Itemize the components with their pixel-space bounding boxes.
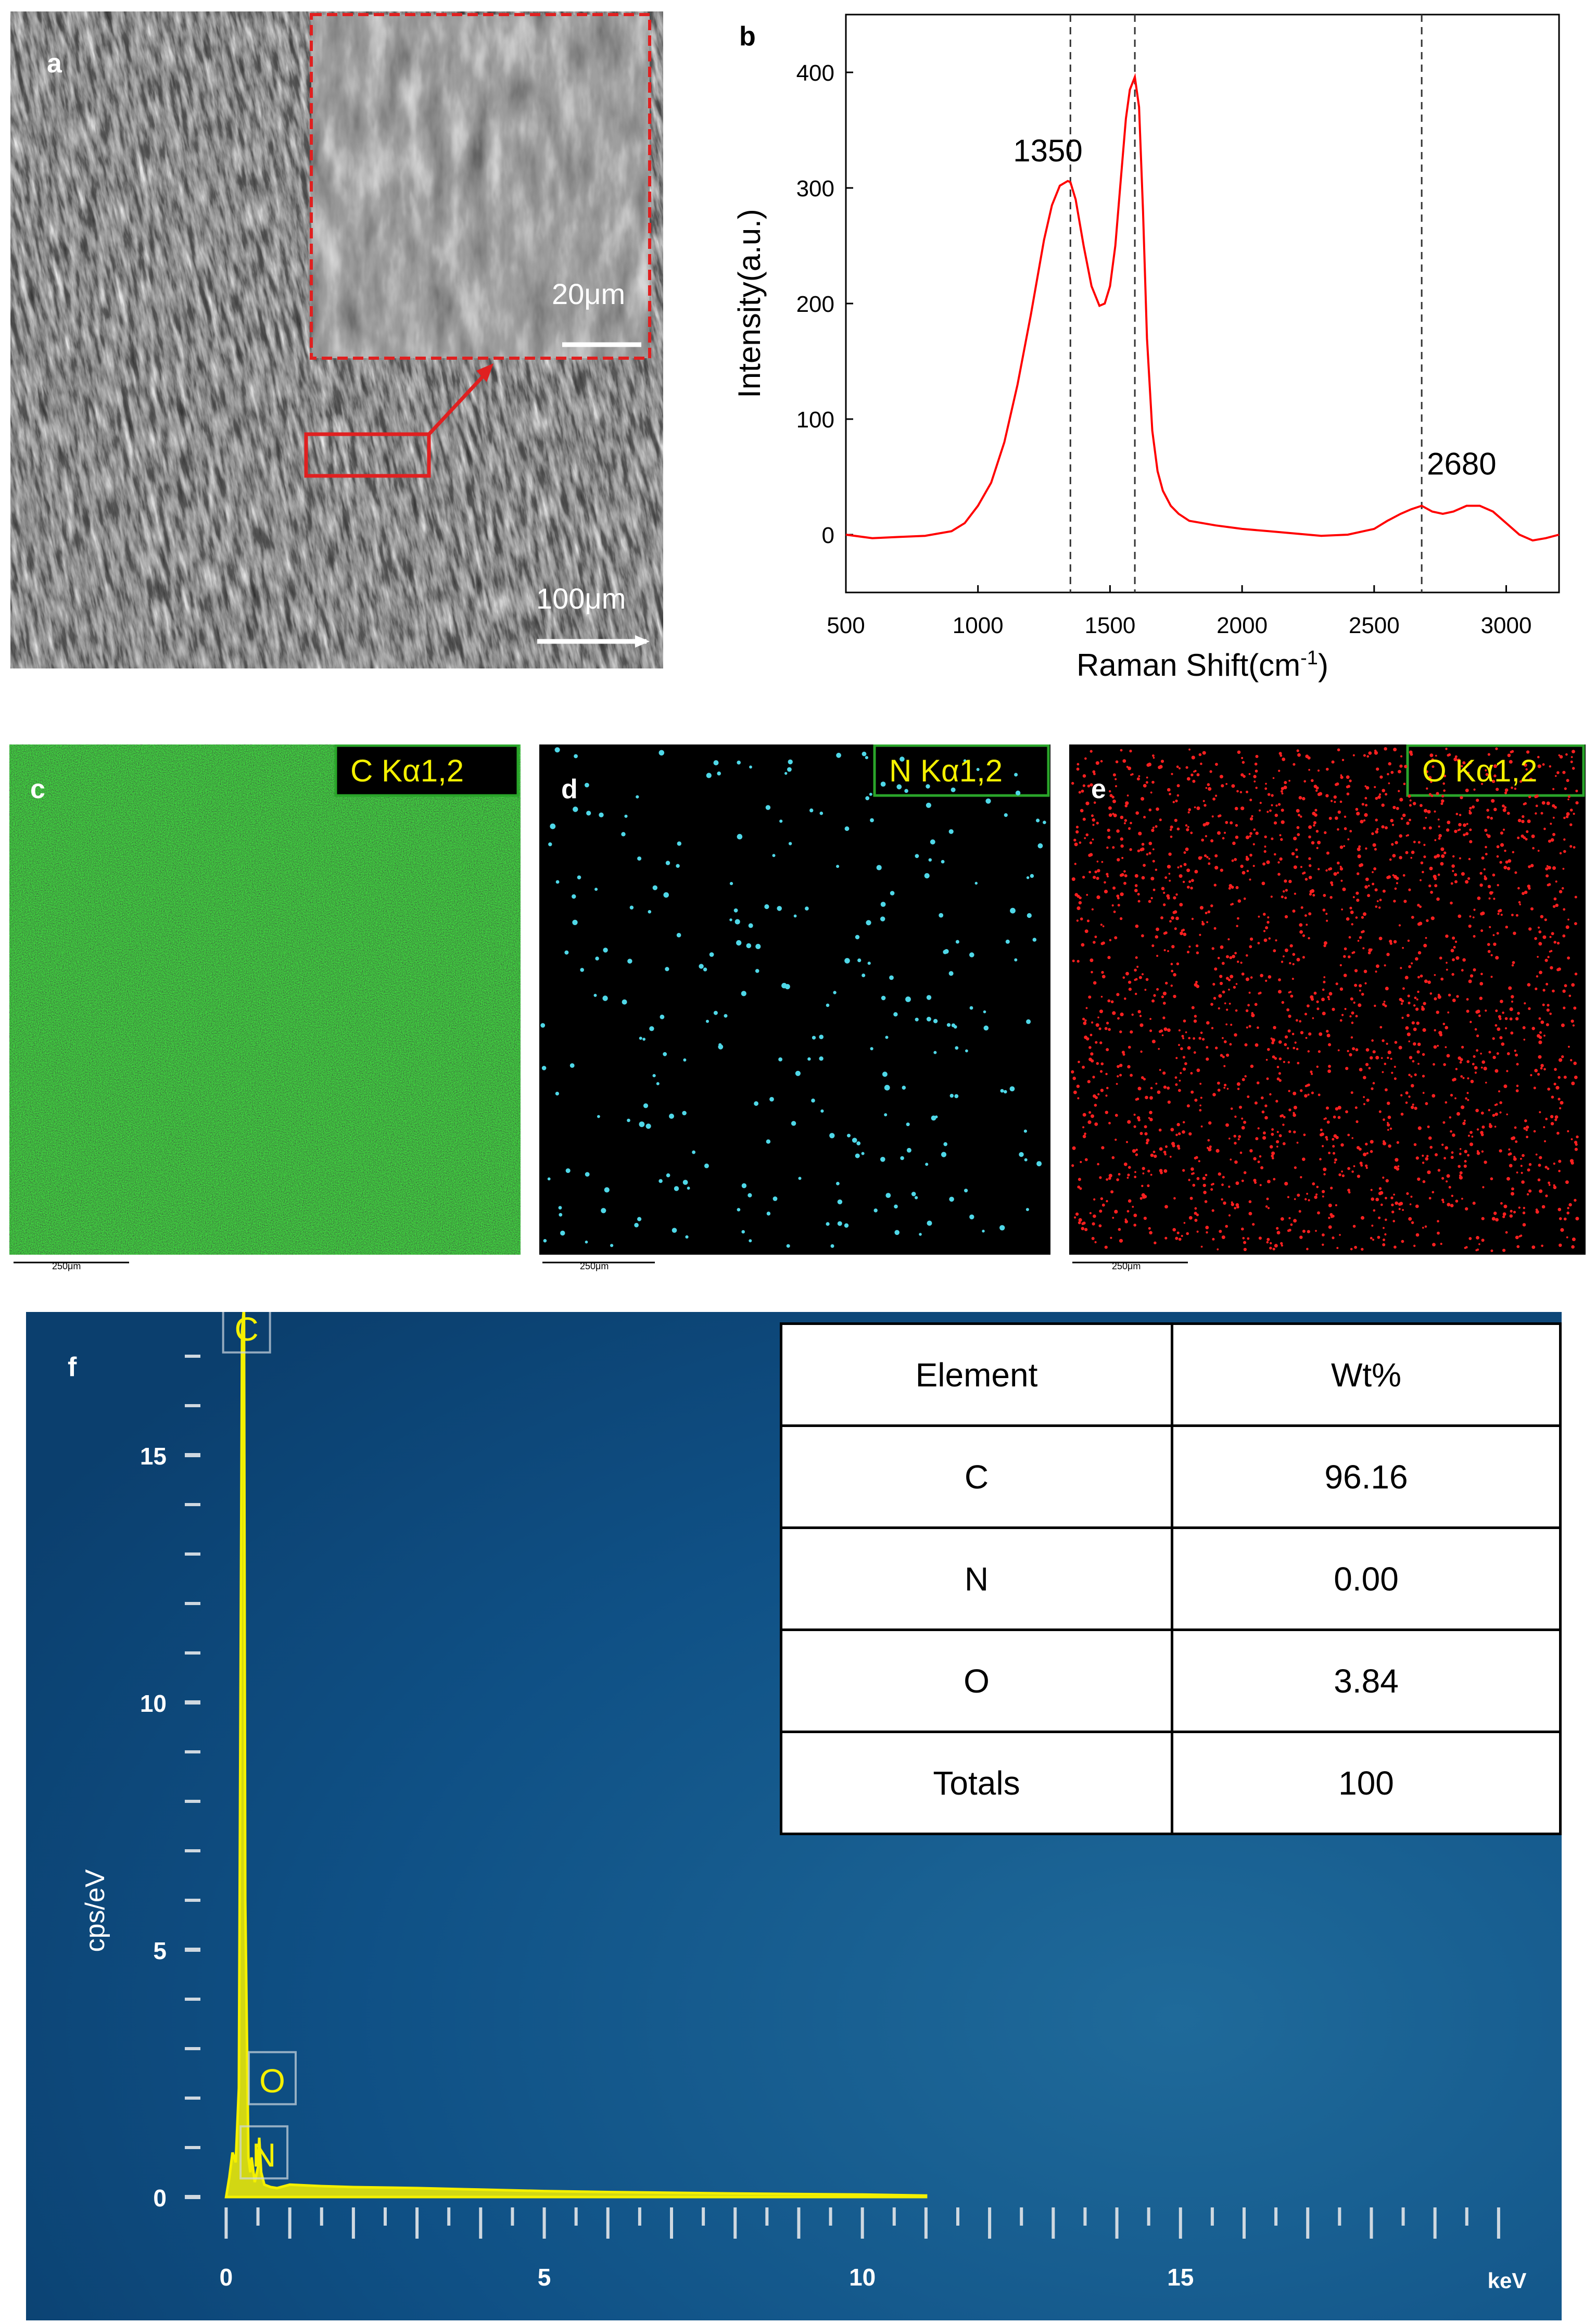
y-tick-label: 15 [140, 1443, 167, 1470]
table-header-row: Element Wt% [779, 1322, 1562, 1427]
element-wt-table: Element Wt% C 96.16 N 0.00 O 3.84 Totals… [779, 1322, 1562, 1835]
x-tick-label: 1000 [953, 613, 1004, 638]
eds-map-c [9, 744, 521, 1270]
table-cell: N [779, 1526, 1174, 1631]
table-cell: O [779, 1628, 1174, 1733]
table-cell: 100 [1171, 1731, 1562, 1835]
y-tick-label: 5 [153, 1937, 167, 1964]
table-cell: 96.16 [1171, 1424, 1562, 1529]
main-scale-label: 100μm [536, 582, 626, 615]
x-tick-label: 0 [220, 2264, 233, 2291]
map-c-title: C Kα1,2 [350, 753, 464, 788]
sem-image-panel: a 20μm 100μm [0, 0, 848, 853]
y-tick-label: 100 [796, 407, 834, 433]
eds-map-d-panel: d N Kα1,2 250μm [539, 744, 1050, 1271]
x-tick-label: 3000 [1481, 613, 1532, 638]
sem-image [0, 0, 848, 853]
panel-label-c: c [30, 774, 45, 804]
x-axis-label: Raman Shift(cm-1) [1076, 647, 1328, 683]
map-e-scale: 250μm [1112, 1261, 1141, 1271]
table-row: O 3.84 [779, 1628, 1562, 1733]
peak-label-box [248, 2051, 297, 2105]
y-tick-label: 400 [796, 60, 834, 86]
edx-spectrum-panel: 0 5 10 15 0 5 10 15 keV cps/eV C O N f Element Wt% C… [26, 1299, 1562, 2320]
table-cell: 0.00 [1171, 1526, 1562, 1631]
table-header-cell: Element [779, 1322, 1174, 1427]
table-row: C 96.16 [779, 1424, 1562, 1529]
x-tick-label: 15 [1167, 2264, 1194, 2291]
y-tick-label: 0 [153, 2185, 167, 2212]
element-dots [540, 747, 1046, 1248]
sem-inset [311, 15, 650, 358]
y-tick-label: 0 [822, 523, 834, 548]
eds-map-d [539, 744, 1050, 1270]
inset-scale-label: 20μm [552, 277, 626, 310]
y-axis-label: cps/eV [80, 1869, 110, 1952]
y-tick-label: 300 [796, 176, 834, 201]
raman-chart: 500 1000 1500 2000 2500 3000 0 100 200 300 400 1350… [732, 0, 1560, 683]
x-tick-label: 500 [827, 613, 865, 638]
panel-label-b: b [739, 21, 756, 52]
panel-label-a: a [47, 48, 62, 79]
panel-label-e: e [1091, 774, 1106, 804]
map-d-title: N Kα1,2 [889, 753, 1003, 788]
raman-chart-panel: b 500 1000 1500 2000 2500 3000 0 100 200 300 400 13… [698, 0, 1596, 687]
y-axis-label: Intensity(a.u.) [732, 209, 767, 398]
map-c-scale: 250μm [52, 1261, 81, 1271]
y-tick-label: 10 [140, 1690, 167, 1717]
eds-map-e [1069, 744, 1586, 1270]
x-tick-label: 5 [538, 2264, 551, 2291]
eds-map-c-panel: c C Kα1,2 250μm [9, 744, 521, 1271]
peak-annotation: 1594 [1140, 0, 1209, 6]
plot-frame [845, 14, 1560, 594]
peak-label: O [259, 2062, 285, 2100]
panel-label-f: f [68, 1352, 77, 1382]
sem-zoom-box [304, 432, 431, 478]
raman-series-line [845, 73, 1560, 542]
table-row: Totals 100 [779, 1731, 1562, 1835]
table-cell: 3.84 [1171, 1628, 1562, 1733]
peak-annotation: 1350 [1013, 133, 1082, 168]
map-e-title: O Kα1,2 [1422, 753, 1538, 788]
x-tick-label: 10 [849, 2264, 876, 2291]
panel-label-d: d [561, 774, 578, 804]
peak-label: N [252, 2136, 276, 2174]
table-cell: C [779, 1424, 1174, 1529]
table-row: N 0.00 [779, 1526, 1562, 1631]
peak-annotation: 2680 [1427, 447, 1496, 482]
element-dots [1071, 747, 1579, 1252]
table-header-cell: Wt% [1171, 1322, 1562, 1427]
x-tick-label: 1500 [1084, 613, 1135, 638]
map-d-scale: 250μm [580, 1261, 609, 1271]
x-tick-label: 2500 [1349, 613, 1400, 638]
x-tick-label: 2000 [1217, 613, 1268, 638]
table-cell: Totals [779, 1731, 1174, 1835]
peak-label-box [239, 2125, 289, 2180]
peak-label: C [235, 1312, 259, 1348]
y-tick-label: 200 [796, 292, 834, 317]
eds-map-e-panel: e O Kα1,2 250μm [1069, 744, 1586, 1271]
x-axis-label: keV [1488, 2268, 1527, 2293]
